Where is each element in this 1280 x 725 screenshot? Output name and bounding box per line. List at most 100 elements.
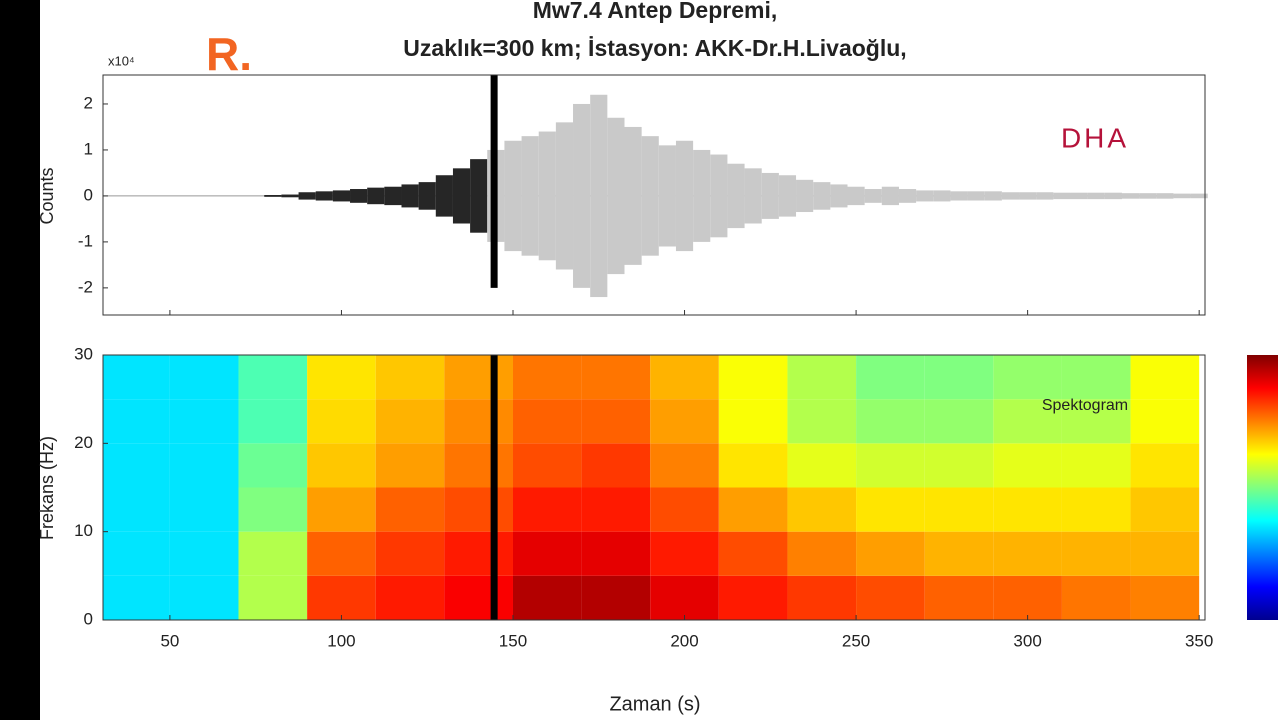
amplitude-bar <box>658 145 676 247</box>
y-tick-label: 2 <box>84 93 93 112</box>
amplitude-bar <box>367 187 385 205</box>
heat-cell <box>307 575 376 620</box>
heat-cell <box>581 575 651 620</box>
x-tick-label: 200 <box>670 631 698 650</box>
heat-cell <box>512 575 582 620</box>
heat-cell <box>238 443 308 488</box>
heat-cell <box>307 355 376 400</box>
amplitude-bar <box>881 186 899 206</box>
amplitude-bar <box>847 186 865 206</box>
y-tick-label: 1 <box>84 139 93 158</box>
heat-cell <box>1061 399 1131 444</box>
heat-cell <box>169 487 239 532</box>
heat-cell <box>787 531 857 576</box>
left-bar <box>0 0 40 720</box>
colorbar <box>1247 355 1278 620</box>
heat-cell <box>993 399 1062 444</box>
heat-cell <box>993 443 1062 488</box>
amplitude-bar <box>452 168 471 224</box>
heat-cell <box>444 575 513 620</box>
title-line: Uzaklık=300 km; İstasyon: AKK-Dr.H.Livao… <box>403 35 906 61</box>
heat-cell <box>169 443 239 488</box>
heat-cell <box>993 531 1062 576</box>
heat-cell <box>787 443 857 488</box>
heat-cell <box>1061 487 1131 532</box>
heat-cell <box>103 487 170 532</box>
heat-cell <box>581 487 651 532</box>
heat-cell <box>650 355 719 400</box>
x-tick-label: 150 <box>499 631 527 650</box>
heat-cell <box>856 487 925 532</box>
heat-cell <box>787 487 857 532</box>
heat-cell <box>238 531 308 576</box>
heat-cell <box>993 575 1062 620</box>
heat-cell <box>1130 355 1200 400</box>
amplitude-bar <box>607 117 625 275</box>
amplitude-bar <box>898 189 917 203</box>
heat-cell <box>512 443 582 488</box>
heat-cell <box>307 531 376 576</box>
heat-cell <box>581 399 651 444</box>
amplitude-bar <box>933 190 951 202</box>
heat-cell <box>169 531 239 576</box>
amplitude-bar <box>418 182 436 210</box>
amplitude-bar <box>332 190 351 202</box>
y-tick-label: -1 <box>78 231 93 250</box>
amplitude-bar <box>984 191 1002 201</box>
amplitude-bar <box>950 191 968 201</box>
heat-cell <box>924 355 994 400</box>
amplitude-bar <box>727 163 745 229</box>
heat-cell <box>375 443 445 488</box>
y-tick-label: 30 <box>74 344 93 363</box>
heat-cell <box>238 487 308 532</box>
heat-cell <box>718 487 788 532</box>
amplitude-bar <box>573 103 591 288</box>
amplitude-bar <box>693 149 711 242</box>
y-axis-label: Counts <box>37 167 57 224</box>
heat-cell <box>650 487 719 532</box>
amplitude-bar <box>641 136 659 256</box>
y-tick-label: 0 <box>84 185 93 204</box>
heat-cell <box>512 399 582 444</box>
amplitude-bar <box>538 131 556 261</box>
heat-cell <box>924 443 994 488</box>
heat-cell <box>718 355 788 400</box>
amplitude-bar <box>435 175 453 217</box>
heat-cell <box>375 399 445 444</box>
heat-cell <box>993 355 1062 400</box>
amplitude-bar <box>1139 193 1157 199</box>
heat-cell <box>512 531 582 576</box>
heat-cell <box>238 575 308 620</box>
amplitude-bar <box>1019 192 1037 200</box>
heat-cell <box>169 355 239 400</box>
heat-cell <box>856 575 925 620</box>
watermark-logo: R. <box>206 28 252 80</box>
heat-cell <box>650 443 719 488</box>
amplitude-bar <box>401 184 419 208</box>
amplitude-bar <box>1036 192 1054 200</box>
amplitude-bar <box>916 190 934 202</box>
y-tick-label: 20 <box>74 433 93 452</box>
amplitude-bar <box>1121 193 1140 199</box>
heat-cell <box>512 355 582 400</box>
amplitude-bar <box>624 126 642 265</box>
heat-cell <box>307 443 376 488</box>
y-tick-label: 0 <box>84 609 93 628</box>
amplitude-bar <box>1070 192 1088 200</box>
heat-cell <box>238 355 308 400</box>
amplitude-bar <box>675 140 694 252</box>
amplitude-bar <box>1190 193 1208 199</box>
heat-cell <box>718 531 788 576</box>
heat-cell <box>856 355 925 400</box>
heat-cell <box>512 487 582 532</box>
heat-cell <box>1130 399 1200 444</box>
heat-cell <box>718 575 788 620</box>
amplitude-bar <box>864 189 882 203</box>
amplitude-bar <box>298 192 316 200</box>
heat-cell <box>444 399 513 444</box>
amplitude-bar <box>1156 193 1174 199</box>
heat-cell <box>375 487 445 532</box>
amplitude-bar <box>350 189 368 203</box>
